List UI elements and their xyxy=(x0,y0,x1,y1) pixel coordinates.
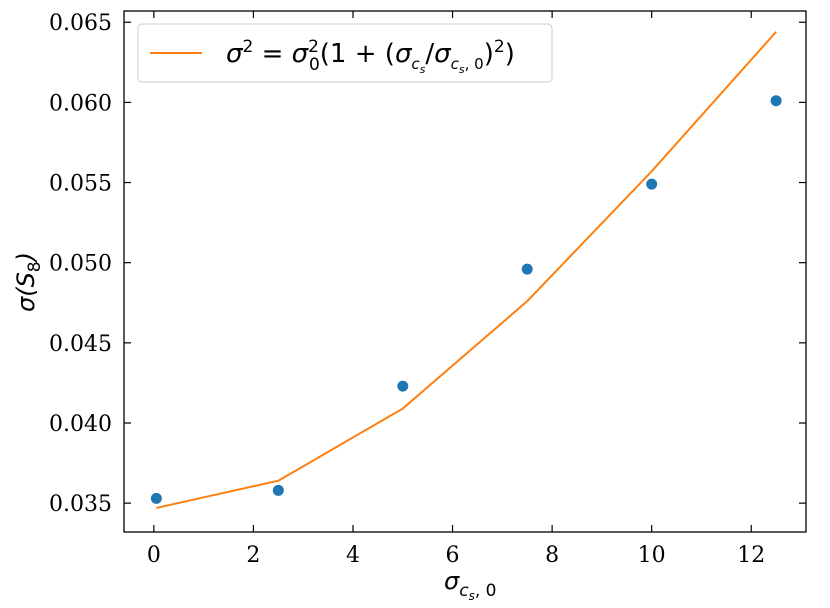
legend-box xyxy=(137,23,553,83)
x-tick-label: 6 xyxy=(446,543,460,568)
x-tick-label: 8 xyxy=(545,543,559,568)
x-axis-label: σcs, 0 xyxy=(444,567,496,603)
legend: σ2 = σ2 0(1 + (σcs/σcs, 0)2) xyxy=(137,23,553,83)
plot-background xyxy=(124,11,806,532)
y-tick-label: 0.045 xyxy=(49,332,112,357)
plot-frame xyxy=(123,10,807,533)
y-tick-label: 0.060 xyxy=(49,91,112,116)
data-point xyxy=(770,95,782,107)
data-point xyxy=(397,380,409,392)
y-tick-label: 0.050 xyxy=(49,252,112,277)
data-point xyxy=(272,484,284,496)
y-tick-label: 0.065 xyxy=(49,11,112,36)
y-tick-label: 0.035 xyxy=(49,492,112,517)
data-point xyxy=(646,178,658,190)
axis-tick-labels: 0 2 4 6 8 10 12 0.035 0.040 0.045 0.050 0.055 0.060 0… xyxy=(49,11,765,568)
data-point xyxy=(521,263,533,275)
series-layer xyxy=(150,31,782,509)
y-tick-label: 0.040 xyxy=(49,412,112,437)
fit-line xyxy=(156,31,777,509)
data-point xyxy=(150,492,162,504)
y-tick-label: 0.055 xyxy=(49,172,112,197)
y-axis-label: σ(S8) xyxy=(12,252,45,312)
legend-entry-label: σ2 = σ2 0(1 + (σcs/σcs, 0)2) xyxy=(226,37,515,76)
x-tick-label: 0 xyxy=(147,543,161,568)
x-tick-label: 12 xyxy=(737,543,765,568)
x-tick-label: 10 xyxy=(638,543,666,568)
axis-ticks xyxy=(124,11,806,532)
x-tick-label: 4 xyxy=(346,543,360,568)
x-tick-label: 2 xyxy=(246,543,260,568)
